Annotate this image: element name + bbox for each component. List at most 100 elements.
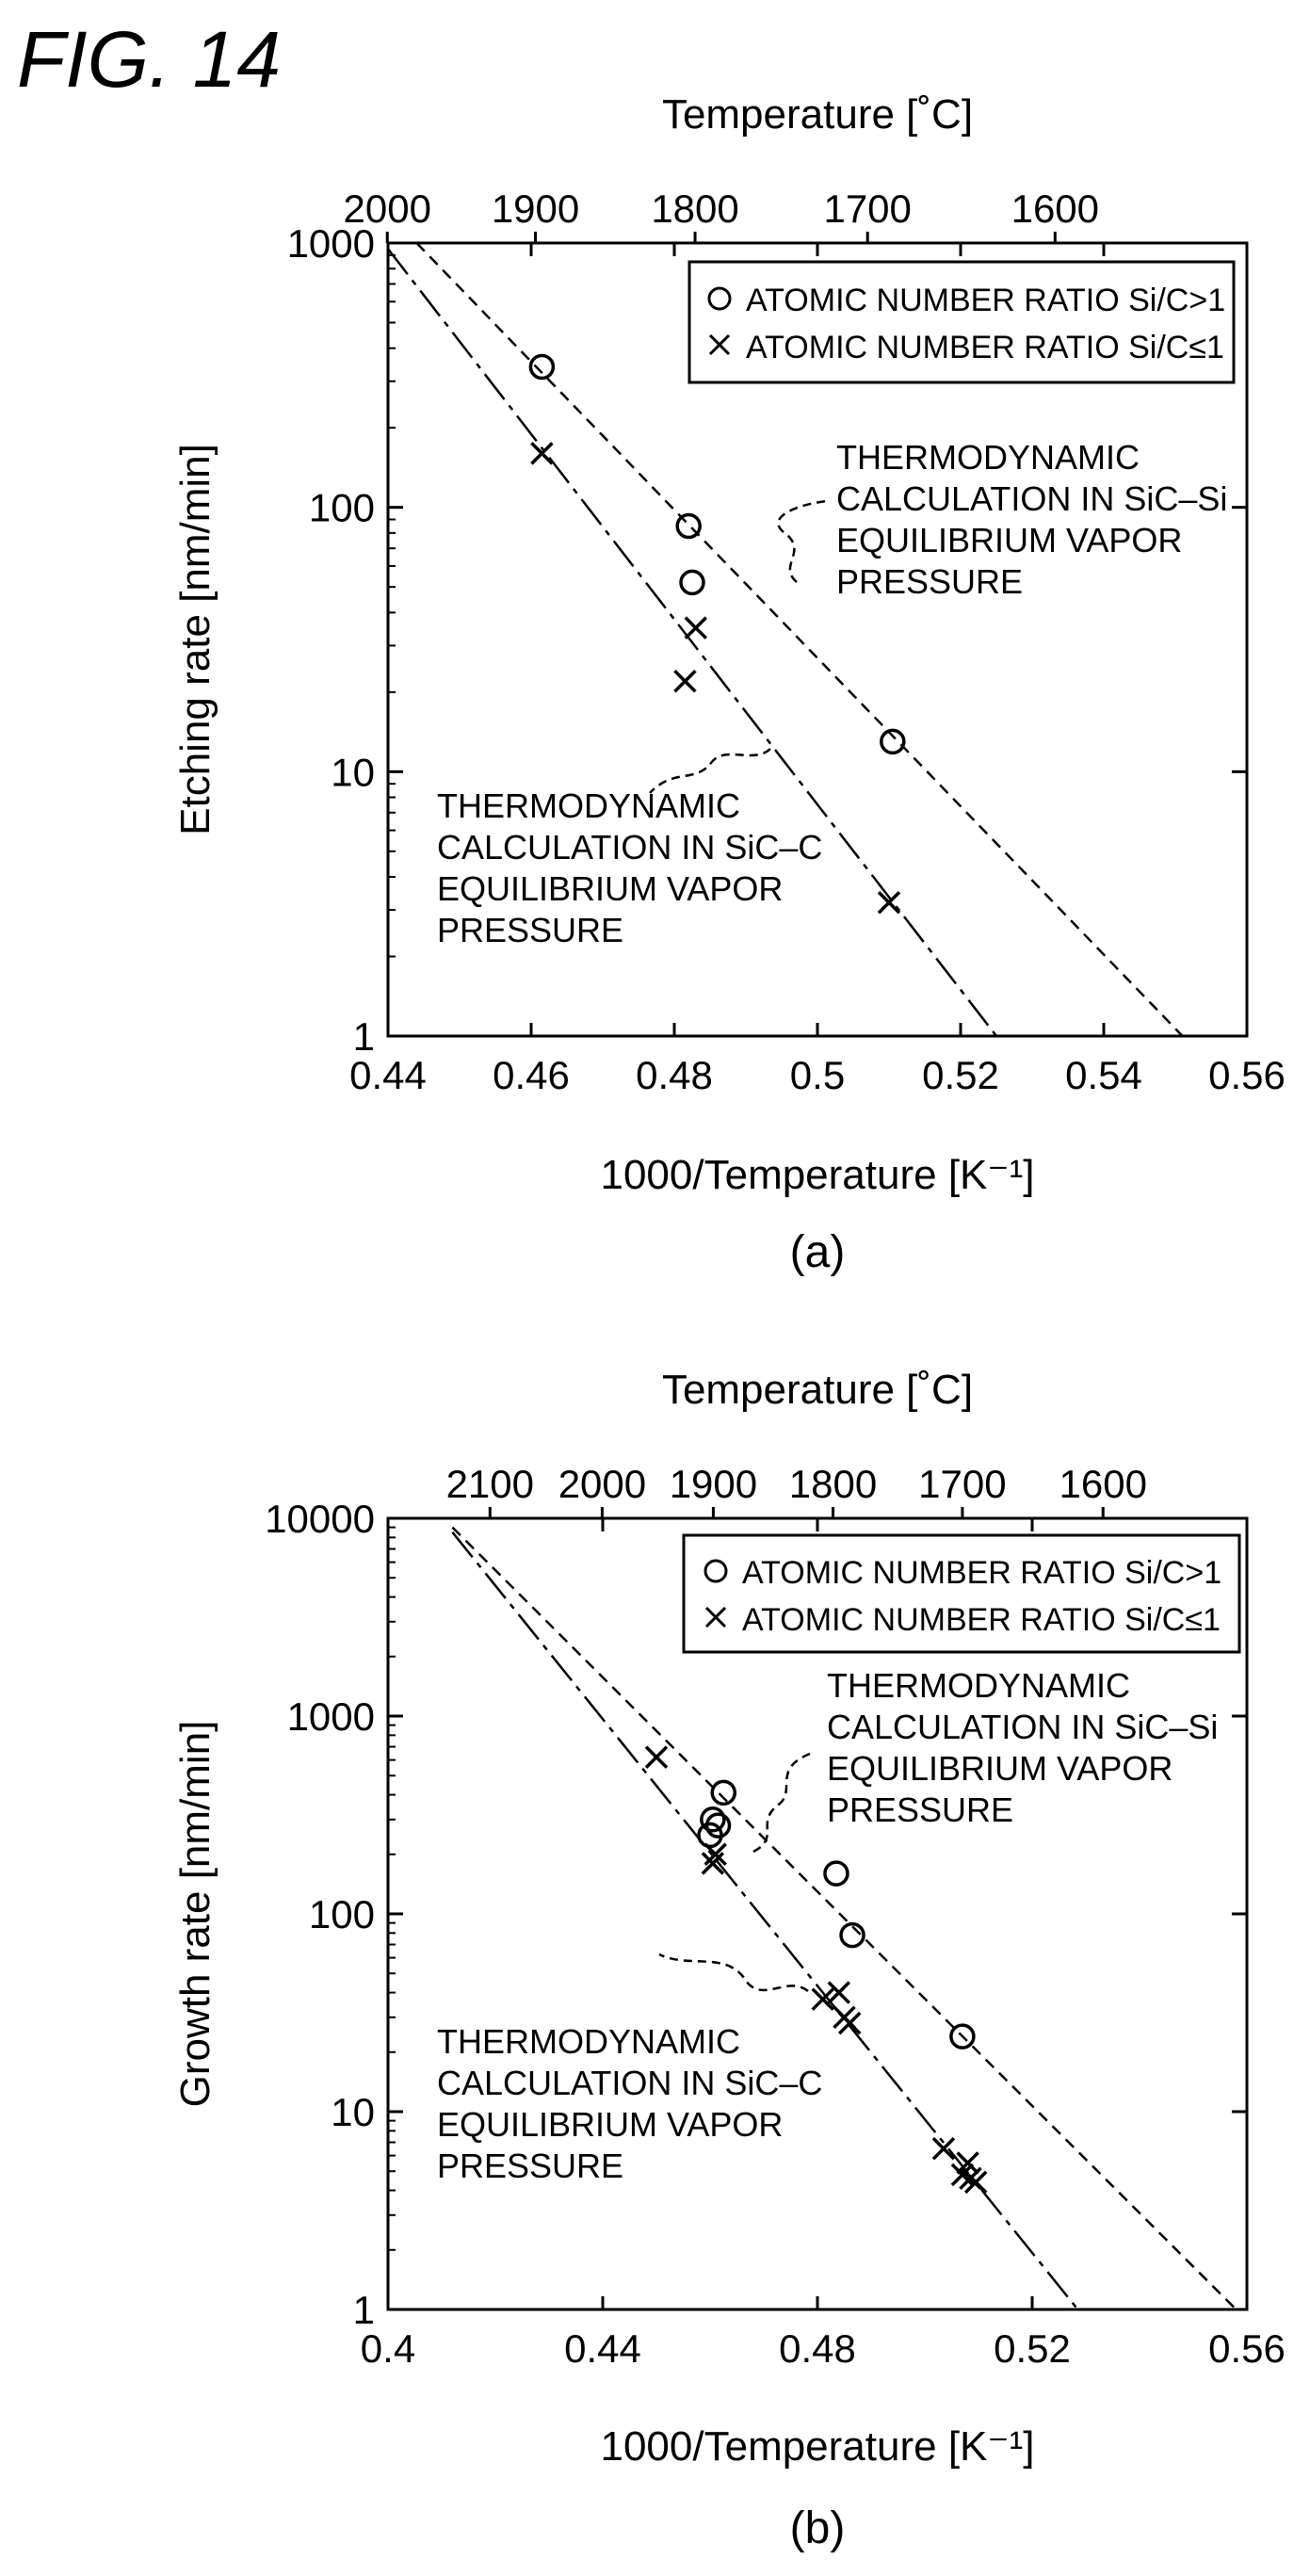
chart-a-top-tick-label: 1900 bbox=[492, 186, 579, 231]
chart-b-annotation-si-leader bbox=[752, 1752, 811, 1854]
chart-b-annotation-c-line-1: THERMODYNAMIC bbox=[437, 2022, 740, 2061]
chart-a-point-cross bbox=[673, 669, 697, 693]
chart-b-point-circle bbox=[823, 1860, 849, 1887]
chart-b-plot-frame bbox=[386, 1516, 1249, 2311]
chart-b-y-tick-label: 10 bbox=[331, 2090, 375, 2134]
chart-b-legend-circle-marker bbox=[704, 1559, 728, 1583]
chart-a-annotation-c-line-2: CALCULATION IN SiC–C bbox=[437, 828, 822, 867]
chart-a-annotation-c-line-4: PRESSURE bbox=[437, 911, 623, 949]
chart-a-x-tick-label: 0.48 bbox=[636, 1053, 713, 1097]
chart-a-point-cross bbox=[684, 616, 708, 640]
chart-b-point-cross bbox=[837, 2011, 862, 2035]
chart-a-marks: 0.44 0.46 0.48 0.5 0.52 0.54 0.56 1 10 100 1000200… bbox=[287, 186, 1286, 1097]
chart-b-point-cross bbox=[701, 1852, 725, 1875]
chart-b-point-cross bbox=[644, 1745, 669, 1769]
chart-a-panel-label: (a) bbox=[790, 1227, 846, 1277]
chart-a-legend-box bbox=[687, 260, 1236, 384]
chart-b-annotation-c-line-3: EQUILIBRIUM VAPOR bbox=[437, 2105, 783, 2144]
chart-b-annotation-si-line-2: CALCULATION IN SiC–Si bbox=[827, 1708, 1218, 1746]
chart-b-legend-cross-marker bbox=[704, 1606, 727, 1628]
chart-b-point-circle bbox=[710, 1779, 736, 1806]
chart-panel-a: 0.44 0.46 0.48 0.5 0.52 0.54 0.56 1 10 100 1000200… bbox=[172, 91, 1286, 1277]
chart-a-x-tick-label: 0.54 bbox=[1065, 1053, 1142, 1097]
chart-b-annotation-si-line-1: THERMODYNAMIC bbox=[827, 1666, 1130, 1705]
chart-b-x-tick-label: 0.4 bbox=[361, 2326, 415, 2371]
chart-b-annotation-sic-si: THERMODYNAMIC CALCULATION IN SiC–Si EQUI… bbox=[752, 1666, 1218, 1854]
chart-a-x-tick-label: 0.44 bbox=[349, 1053, 427, 1097]
chart-b-annotation-c-line-2: CALCULATION IN SiC–C bbox=[437, 2064, 822, 2102]
chart-b-marks: 0.4 0.44 0.48 0.52 0.56 1 10 100 1000 10000 2100 20… bbox=[265, 1462, 1286, 2371]
chart-a-x-tick-label: 0.5 bbox=[790, 1053, 845, 1097]
chart-a-sic-c-line bbox=[387, 248, 997, 1037]
chart-b-sic-si-line bbox=[451, 1526, 1237, 2310]
chart-a-legend-circle-marker bbox=[707, 286, 732, 311]
chart-a-x-tick-label: 0.56 bbox=[1208, 1053, 1286, 1097]
chart-a-y-tick-label: 100 bbox=[309, 486, 375, 530]
chart-a-y-tick-label: 1 bbox=[353, 1014, 375, 1059]
chart-a-legend-label-cross: ATOMIC NUMBER RATIO Si/C≤1 bbox=[746, 330, 1224, 365]
chart-a-annotation-c-leader bbox=[649, 748, 771, 794]
chart-a-point-cross bbox=[877, 890, 901, 915]
chart-b-legend-label-cross: ATOMIC NUMBER RATIO Si/C≤1 bbox=[742, 1602, 1221, 1638]
chart-b-y-tick-label: 10000 bbox=[265, 1497, 375, 1541]
chart-a-y-tick-label: 10 bbox=[331, 750, 375, 794]
chart-b-legend-label-circle: ATOMIC NUMBER RATIO Si/C>1 bbox=[742, 1555, 1221, 1591]
chart-b-legend: ATOMIC NUMBER RATIO Si/C>1 ATOMIC NUMBER… bbox=[682, 1533, 1241, 1654]
chart-a-sic-si-line bbox=[415, 242, 1184, 1037]
chart-a-point-circle bbox=[679, 569, 705, 596]
chart-b-annotation-c-leader bbox=[658, 1952, 809, 1993]
chart-a-x-tick-label: 0.52 bbox=[922, 1053, 999, 1097]
chart-b-x-tick-label: 0.56 bbox=[1208, 2326, 1286, 2371]
chart-a-point-cross bbox=[530, 442, 554, 465]
chart-b-top-tick-label: 1700 bbox=[918, 1462, 1006, 1506]
chart-b-annotation-si-line-3: EQUILIBRIUM VAPOR bbox=[827, 1749, 1173, 1788]
chart-b-x-axis-label: 1000/Temperature [K⁻¹] bbox=[600, 2423, 1034, 2470]
chart-a-annotation-sic-c: THERMODYNAMIC CALCULATION IN SiC–C EQUIL… bbox=[437, 748, 822, 949]
chart-b-top-tick-label: 2000 bbox=[558, 1462, 646, 1506]
chart-a-legend-cross-marker bbox=[708, 333, 731, 356]
chart-b-point-circle bbox=[839, 1921, 865, 1949]
chart-a-annotation-si-line-2: CALCULATION IN SiC–Si bbox=[836, 479, 1227, 518]
chart-a-annotation-c-line-3: EQUILIBRIUM VAPOR bbox=[437, 869, 783, 908]
chart-panel-b: 0.4 0.44 0.48 0.52 0.56 1 10 100 1000 10000 2100 20… bbox=[172, 1367, 1286, 2553]
chart-a-top-tick-label: 1700 bbox=[823, 186, 911, 231]
chart-b-legend-box bbox=[682, 1533, 1241, 1654]
chart-b-top-tick-label: 2100 bbox=[446, 1462, 534, 1506]
chart-b-point-cross bbox=[811, 1987, 834, 2011]
chart-b-point-circle bbox=[700, 1806, 726, 1833]
chart-a-top-tick-label: 1800 bbox=[651, 186, 738, 231]
chart-a-top-tick-label: 1600 bbox=[1011, 186, 1099, 231]
figure-title: FIG. 14 bbox=[17, 15, 281, 104]
chart-a-y-tick-label: 1000 bbox=[287, 221, 375, 266]
chart-a-point-circle bbox=[675, 512, 702, 540]
chart-b-point-cross bbox=[827, 1981, 851, 2004]
chart-a-legend: ATOMIC NUMBER RATIO Si/C>1 ATOMIC NUMBER… bbox=[687, 260, 1236, 384]
chart-a-annotation-si-leader bbox=[777, 499, 828, 583]
chart-b-y-axis-label: Growth rate [nm/min] bbox=[172, 1721, 218, 2108]
chart-b-annotation-c-line-4: PRESSURE bbox=[437, 2147, 623, 2185]
chart-b-point-cross bbox=[931, 2137, 956, 2161]
chart-b-y-tick-label: 1000 bbox=[287, 1694, 375, 1739]
chart-a-plot-frame bbox=[386, 241, 1249, 1038]
chart-b-x-tick-label: 0.48 bbox=[779, 2326, 856, 2371]
chart-a-annotation-sic-si: THERMODYNAMIC CALCULATION IN SiC–Si EQUI… bbox=[777, 438, 1227, 601]
chart-b-panel-label: (b) bbox=[790, 2503, 846, 2553]
chart-b-y-tick-label: 1 bbox=[353, 2288, 375, 2332]
chart-a-legend-label-circle: ATOMIC NUMBER RATIO Si/C>1 bbox=[746, 283, 1225, 318]
chart-b-x-tick-label: 0.52 bbox=[994, 2326, 1071, 2371]
chart-a-annotation-c-line-1: THERMODYNAMIC bbox=[437, 786, 740, 825]
chart-b-y-tick-label: 100 bbox=[309, 1892, 375, 1936]
chart-a-top-axis-label: Temperature [˚C] bbox=[662, 91, 973, 138]
chart-b-point-cross bbox=[959, 2166, 982, 2191]
chart-b-x-tick-label: 0.44 bbox=[564, 2326, 641, 2371]
chart-b-top-tick-label: 1600 bbox=[1059, 1462, 1147, 1506]
chart-b-top-tick-label: 1900 bbox=[670, 1462, 757, 1506]
chart-a-annotation-si-line-1: THERMODYNAMIC bbox=[836, 438, 1140, 477]
chart-a-point-circle bbox=[528, 353, 556, 381]
chart-b-annotation-si-line-4: PRESSURE bbox=[827, 1790, 1013, 1829]
chart-a-annotation-si-line-3: EQUILIBRIUM VAPOR bbox=[836, 521, 1182, 559]
chart-a-x-axis-label: 1000/Temperature [K⁻¹] bbox=[600, 1152, 1034, 1198]
chart-b-top-axis-label: Temperature [˚C] bbox=[662, 1367, 973, 1413]
chart-b-point-circle bbox=[697, 1822, 723, 1849]
